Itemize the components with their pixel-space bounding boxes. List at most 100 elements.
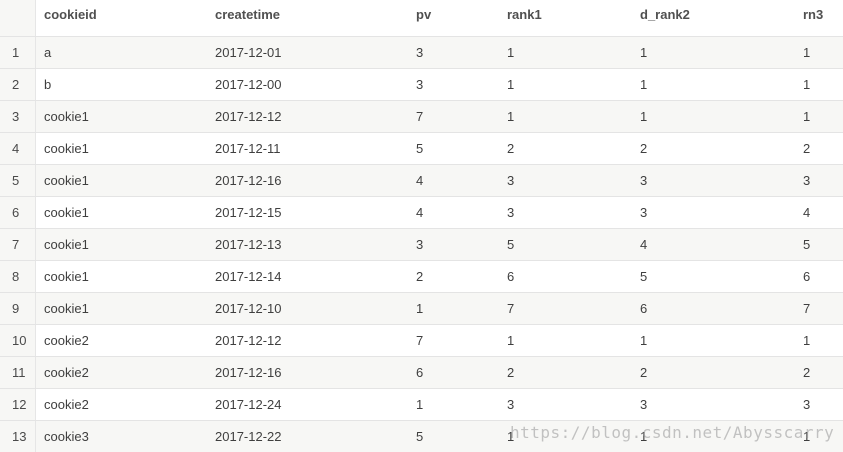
cell-cookieid[interactable]: cookie3 bbox=[44, 429, 89, 444]
cell-d-rank2[interactable]: 1 bbox=[640, 429, 648, 444]
cell-cookieid[interactable]: b bbox=[44, 77, 52, 92]
cell-rank1[interactable]: 7 bbox=[507, 301, 515, 316]
table-row[interactable]: 1 a 2017-12-01 3 1 1 1 bbox=[0, 36, 843, 68]
cell-pv[interactable]: 1 bbox=[416, 301, 424, 316]
table-row[interactable]: 8 cookie1 2017-12-14 2 6 5 6 bbox=[0, 260, 843, 292]
cell-pv[interactable]: 3 bbox=[416, 77, 424, 92]
column-header-cookieid[interactable]: cookieid bbox=[44, 7, 97, 22]
cell-rn3[interactable]: 1 bbox=[803, 77, 811, 92]
column-header-createtime[interactable]: createtime bbox=[215, 7, 281, 22]
table-row[interactable]: 11 cookie2 2017-12-16 6 2 2 2 bbox=[0, 356, 843, 388]
cell-pv[interactable]: 6 bbox=[416, 365, 424, 380]
cell-rank1[interactable]: 1 bbox=[507, 109, 515, 124]
cell-cookieid[interactable]: cookie2 bbox=[44, 397, 89, 412]
cell-createtime[interactable]: 2017-12-14 bbox=[215, 269, 282, 284]
cell-rank1[interactable]: 6 bbox=[507, 269, 515, 284]
table-row[interactable]: 2 b 2017-12-00 3 1 1 1 bbox=[0, 68, 843, 100]
cell-rank1[interactable]: 5 bbox=[507, 237, 515, 252]
table-row[interactable]: 3 cookie1 2017-12-12 7 1 1 1 bbox=[0, 100, 843, 132]
cell-d-rank2[interactable]: 2 bbox=[640, 365, 648, 380]
cell-rn3[interactable]: 3 bbox=[803, 397, 811, 412]
cell-d-rank2[interactable]: 1 bbox=[640, 109, 648, 124]
cell-createtime[interactable]: 2017-12-13 bbox=[215, 237, 282, 252]
cell-rank1[interactable]: 1 bbox=[507, 429, 515, 444]
cell-createtime[interactable]: 2017-12-16 bbox=[215, 365, 282, 380]
cell-rank1[interactable]: 1 bbox=[507, 333, 515, 348]
cell-rank1[interactable]: 1 bbox=[507, 45, 515, 60]
cell-createtime[interactable]: 2017-12-15 bbox=[215, 205, 282, 220]
cell-rn3[interactable]: 5 bbox=[803, 237, 811, 252]
cell-createtime[interactable]: 2017-12-24 bbox=[215, 397, 282, 412]
cell-d-rank2[interactable]: 4 bbox=[640, 237, 648, 252]
cell-rn3[interactable]: 2 bbox=[803, 365, 811, 380]
cell-cookieid[interactable]: cookie2 bbox=[44, 333, 89, 348]
cell-rn3[interactable]: 2 bbox=[803, 141, 811, 156]
cell-d-rank2[interactable]: 3 bbox=[640, 173, 648, 188]
cell-rank1[interactable]: 3 bbox=[507, 173, 515, 188]
cell-pv[interactable]: 5 bbox=[416, 141, 424, 156]
column-header-d-rank2[interactable]: d_rank2 bbox=[640, 7, 690, 22]
cell-pv[interactable]: 2 bbox=[416, 269, 424, 284]
table-row[interactable]: 13 cookie3 2017-12-22 5 1 1 1 bbox=[0, 420, 843, 452]
cell-pv[interactable]: 7 bbox=[416, 333, 424, 348]
cell-createtime[interactable]: 2017-12-12 bbox=[215, 333, 282, 348]
table-row[interactable]: 12 cookie2 2017-12-24 1 3 3 3 bbox=[0, 388, 843, 420]
cell-rank1[interactable]: 3 bbox=[507, 397, 515, 412]
cell-rn3[interactable]: 7 bbox=[803, 301, 811, 316]
table-row[interactable]: 4 cookie1 2017-12-11 5 2 2 2 bbox=[0, 132, 843, 164]
cell-rn3[interactable]: 4 bbox=[803, 205, 811, 220]
cell-pv[interactable]: 1 bbox=[416, 397, 424, 412]
column-header-pv[interactable]: pv bbox=[416, 7, 432, 22]
cell-pv[interactable]: 3 bbox=[416, 237, 424, 252]
cell-index: 10 bbox=[12, 333, 27, 348]
cell-createtime[interactable]: 2017-12-22 bbox=[215, 429, 282, 444]
row-index-cell bbox=[0, 357, 36, 388]
cell-rank1[interactable]: 2 bbox=[507, 141, 515, 156]
column-header-rn3[interactable]: rn3 bbox=[803, 7, 824, 22]
cell-rn3[interactable]: 1 bbox=[803, 333, 811, 348]
cell-rank1[interactable]: 1 bbox=[507, 77, 515, 92]
cell-cookieid[interactable]: cookie2 bbox=[44, 365, 89, 380]
table-row[interactable]: 6 cookie1 2017-12-15 4 3 3 4 bbox=[0, 196, 843, 228]
cell-pv[interactable]: 7 bbox=[416, 109, 424, 124]
cell-rank1[interactable]: 2 bbox=[507, 365, 515, 380]
cell-createtime[interactable]: 2017-12-00 bbox=[215, 77, 282, 92]
cell-rank1[interactable]: 3 bbox=[507, 205, 515, 220]
cell-cookieid[interactable]: cookie1 bbox=[44, 237, 89, 252]
cell-d-rank2[interactable]: 1 bbox=[640, 77, 648, 92]
cell-createtime[interactable]: 2017-12-11 bbox=[215, 141, 281, 156]
cell-pv[interactable]: 3 bbox=[416, 45, 424, 60]
cell-createtime[interactable]: 2017-12-16 bbox=[215, 173, 282, 188]
cell-d-rank2[interactable]: 2 bbox=[640, 141, 648, 156]
cell-cookieid[interactable]: cookie1 bbox=[44, 205, 89, 220]
cell-rn3[interactable]: 1 bbox=[803, 429, 811, 444]
cell-d-rank2[interactable]: 3 bbox=[640, 397, 648, 412]
table-row[interactable]: 5 cookie1 2017-12-16 4 3 3 3 bbox=[0, 164, 843, 196]
cell-d-rank2[interactable]: 6 bbox=[640, 301, 648, 316]
cell-cookieid[interactable]: cookie1 bbox=[44, 173, 89, 188]
cell-rn3[interactable]: 6 bbox=[803, 269, 811, 284]
cell-createtime[interactable]: 2017-12-10 bbox=[215, 301, 282, 316]
cell-pv[interactable]: 4 bbox=[416, 205, 424, 220]
cell-cookieid[interactable]: cookie1 bbox=[44, 141, 89, 156]
cell-rn3[interactable]: 1 bbox=[803, 45, 811, 60]
cell-pv[interactable]: 4 bbox=[416, 173, 424, 188]
table-row[interactable]: 10 cookie2 2017-12-12 7 1 1 1 bbox=[0, 324, 843, 356]
table-row[interactable]: 7 cookie1 2017-12-13 3 5 4 5 bbox=[0, 228, 843, 260]
table-row[interactable]: 9 cookie1 2017-12-10 1 7 6 7 bbox=[0, 292, 843, 324]
cell-d-rank2[interactable]: 1 bbox=[640, 45, 648, 60]
cell-rn3[interactable]: 1 bbox=[803, 109, 811, 124]
cell-d-rank2[interactable]: 3 bbox=[640, 205, 648, 220]
cell-createtime[interactable]: 2017-12-01 bbox=[215, 45, 282, 60]
column-header-rank1[interactable]: rank1 bbox=[507, 7, 542, 22]
cell-rn3[interactable]: 3 bbox=[803, 173, 811, 188]
cell-cookieid[interactable]: cookie1 bbox=[44, 301, 89, 316]
cell-d-rank2[interactable]: 1 bbox=[640, 333, 648, 348]
cell-createtime[interactable]: 2017-12-12 bbox=[215, 109, 282, 124]
cell-cookieid[interactable]: cookie1 bbox=[44, 109, 89, 124]
cell-pv[interactable]: 5 bbox=[416, 429, 424, 444]
cell-d-rank2[interactable]: 5 bbox=[640, 269, 648, 284]
cell-cookieid[interactable]: a bbox=[44, 45, 52, 60]
cell-cookieid[interactable]: cookie1 bbox=[44, 269, 89, 284]
row-index-cell bbox=[0, 325, 36, 356]
